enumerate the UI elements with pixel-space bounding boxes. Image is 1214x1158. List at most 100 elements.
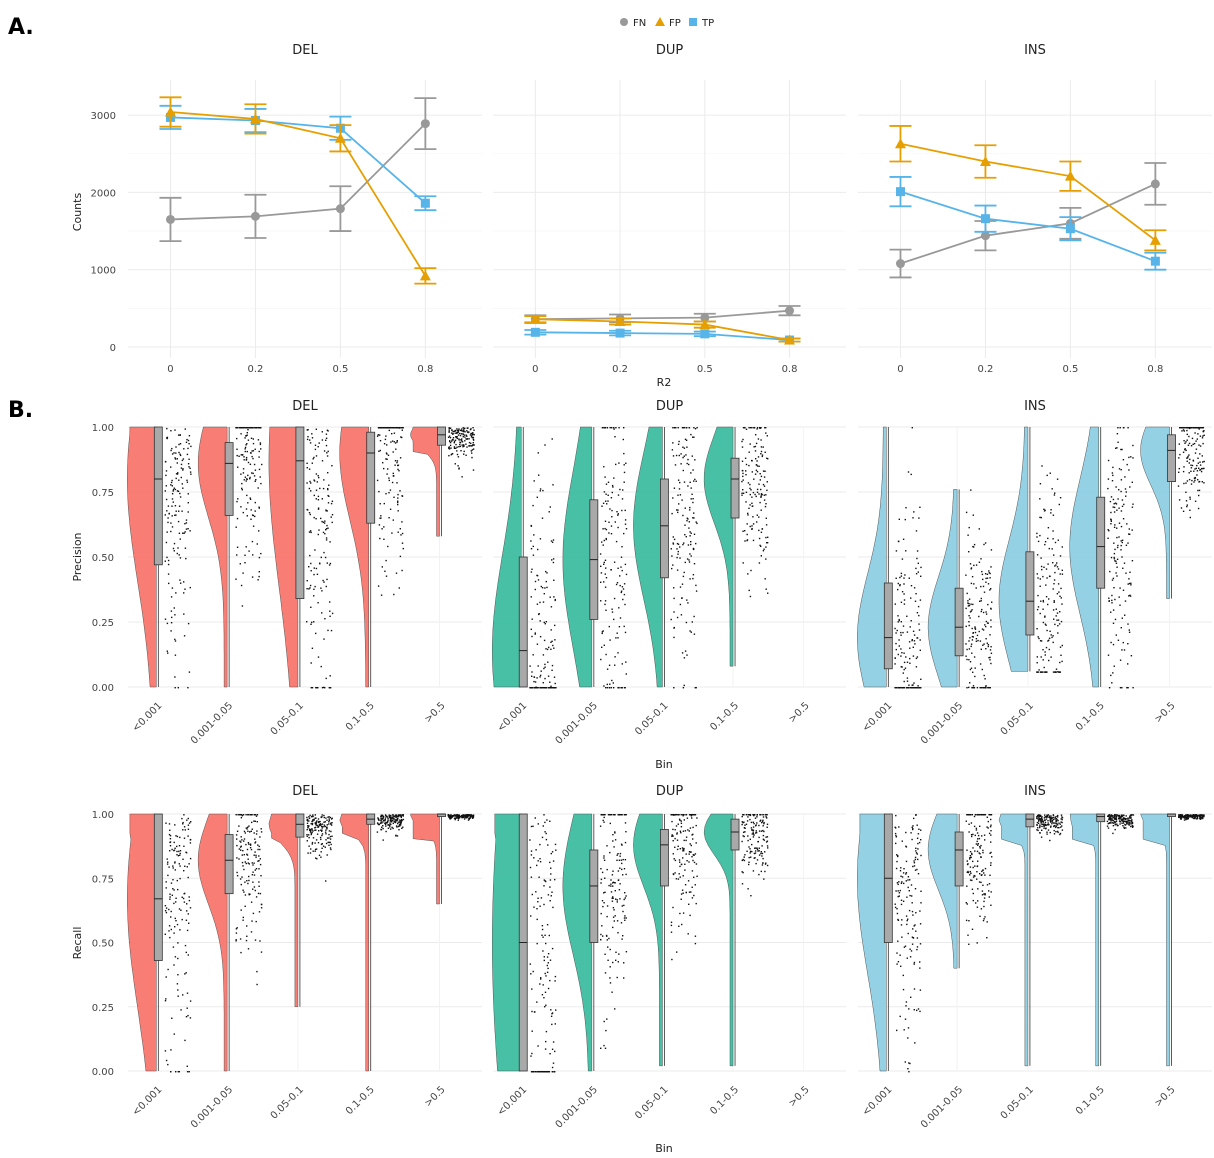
- b-raw-point: [1039, 826, 1041, 829]
- b-raw-point: [980, 881, 982, 884]
- b-raw-point: [549, 900, 551, 902]
- b-raw-point: [554, 1023, 556, 1025]
- b-raw-point: [741, 859, 743, 862]
- b-raw-point: [174, 654, 177, 656]
- b-raw-point: [602, 544, 604, 546]
- b-raw-point: [1045, 568, 1048, 570]
- b-raw-point: [965, 919, 968, 922]
- b-raw-point: [184, 829, 186, 831]
- b-raw-point: [1187, 817, 1189, 820]
- b-raw-point: [965, 511, 968, 514]
- b-raw-point: [601, 632, 603, 635]
- b-raw-point: [326, 455, 329, 457]
- b-raw-point: [673, 687, 675, 689]
- b-raw-point: [170, 430, 172, 432]
- b-raw-point: [748, 427, 750, 429]
- b-raw-point: [1040, 656, 1042, 658]
- b-raw-point: [1122, 822, 1125, 824]
- b-raw-point: [608, 687, 611, 689]
- b-raw-point: [240, 454, 242, 456]
- b-raw-point: [968, 920, 970, 922]
- b-raw-point: [672, 564, 674, 566]
- b-raw-point: [258, 571, 260, 573]
- b-raw-point: [310, 482, 312, 484]
- b-raw-point: [243, 840, 245, 842]
- b-raw-point: [1187, 457, 1189, 459]
- b-raw-point: [902, 631, 904, 634]
- b-raw-point: [749, 525, 751, 528]
- b-raw-point: [990, 834, 992, 836]
- b-raw-point: [1045, 584, 1047, 586]
- b-raw-point: [242, 889, 244, 891]
- b-raw-point: [328, 833, 330, 836]
- b-raw-point: [258, 845, 260, 848]
- b-raw-point: [981, 668, 983, 671]
- b-raw-point: [603, 466, 605, 468]
- b-raw-point: [966, 658, 968, 661]
- b-raw-point: [176, 458, 178, 460]
- b-raw-point: [554, 1050, 556, 1053]
- b-raw-point: [745, 463, 748, 466]
- b-raw-point: [741, 446, 744, 448]
- b-raw-point: [316, 858, 318, 860]
- b-raw-point: [983, 897, 986, 899]
- b-raw-point: [967, 863, 969, 865]
- b-raw-point: [544, 934, 546, 936]
- b-raw-point: [1056, 478, 1059, 480]
- b-raw-point: [607, 959, 609, 961]
- b-raw-point: [246, 434, 248, 436]
- b-raw-point: [969, 668, 972, 671]
- b-raw-point: [178, 1071, 180, 1073]
- b-raw-point: [609, 982, 612, 984]
- b-raw-point: [456, 815, 458, 817]
- b-raw-point: [242, 427, 244, 429]
- b-raw-point: [174, 488, 177, 491]
- b-box: [437, 426, 446, 446]
- b-raw-point: [1107, 815, 1109, 817]
- b-raw-point: [165, 881, 167, 883]
- b-raw-point: [758, 847, 760, 849]
- b-raw-point: [609, 851, 611, 854]
- b-raw-point: [671, 449, 674, 451]
- b-raw-point: [676, 569, 679, 571]
- b-raw-point: [619, 855, 621, 857]
- a-point-tp: [1065, 224, 1075, 234]
- b-raw-point: [623, 917, 626, 919]
- b-raw-point: [385, 559, 387, 562]
- b-raw-point: [759, 427, 761, 429]
- b-raw-point: [1116, 527, 1118, 529]
- b-raw-point: [329, 601, 331, 603]
- b-raw-point: [1191, 479, 1193, 482]
- b-raw-point: [914, 869, 917, 871]
- b-box: [518, 556, 528, 688]
- b-ytick: 0.00: [92, 683, 114, 694]
- b-raw-point: [1199, 435, 1202, 437]
- b-raw-point: [1127, 583, 1129, 585]
- b-raw-point: [554, 1071, 556, 1073]
- b-raw-point: [609, 508, 611, 510]
- b-raw-point: [322, 826, 324, 828]
- b-raw-point: [325, 829, 327, 831]
- b-raw-point: [326, 824, 328, 826]
- b-raw-point: [1112, 815, 1114, 817]
- panel-b-letter: B.: [8, 398, 33, 423]
- b-raw-point: [620, 590, 623, 592]
- b-raw-point: [463, 445, 465, 447]
- b-raw-point: [545, 975, 547, 977]
- b-raw-point: [448, 447, 450, 450]
- b-raw-point: [1113, 817, 1116, 819]
- b-raw-point: [624, 822, 627, 824]
- b-raw-point: [250, 509, 252, 511]
- b-xtick: >0.5: [787, 1084, 812, 1109]
- b-raw-point: [1037, 540, 1040, 543]
- b-raw-point: [310, 490, 312, 492]
- b-raw-point: [183, 826, 186, 828]
- b-raw-point: [1051, 819, 1054, 822]
- b-raw-point: [621, 687, 623, 689]
- b-raw-point: [242, 468, 245, 470]
- b-raw-point: [754, 450, 757, 452]
- b-raw-point: [1036, 821, 1039, 824]
- b-raw-point: [396, 441, 398, 443]
- a-point-fn: [165, 214, 175, 224]
- b-raw-point: [462, 446, 464, 448]
